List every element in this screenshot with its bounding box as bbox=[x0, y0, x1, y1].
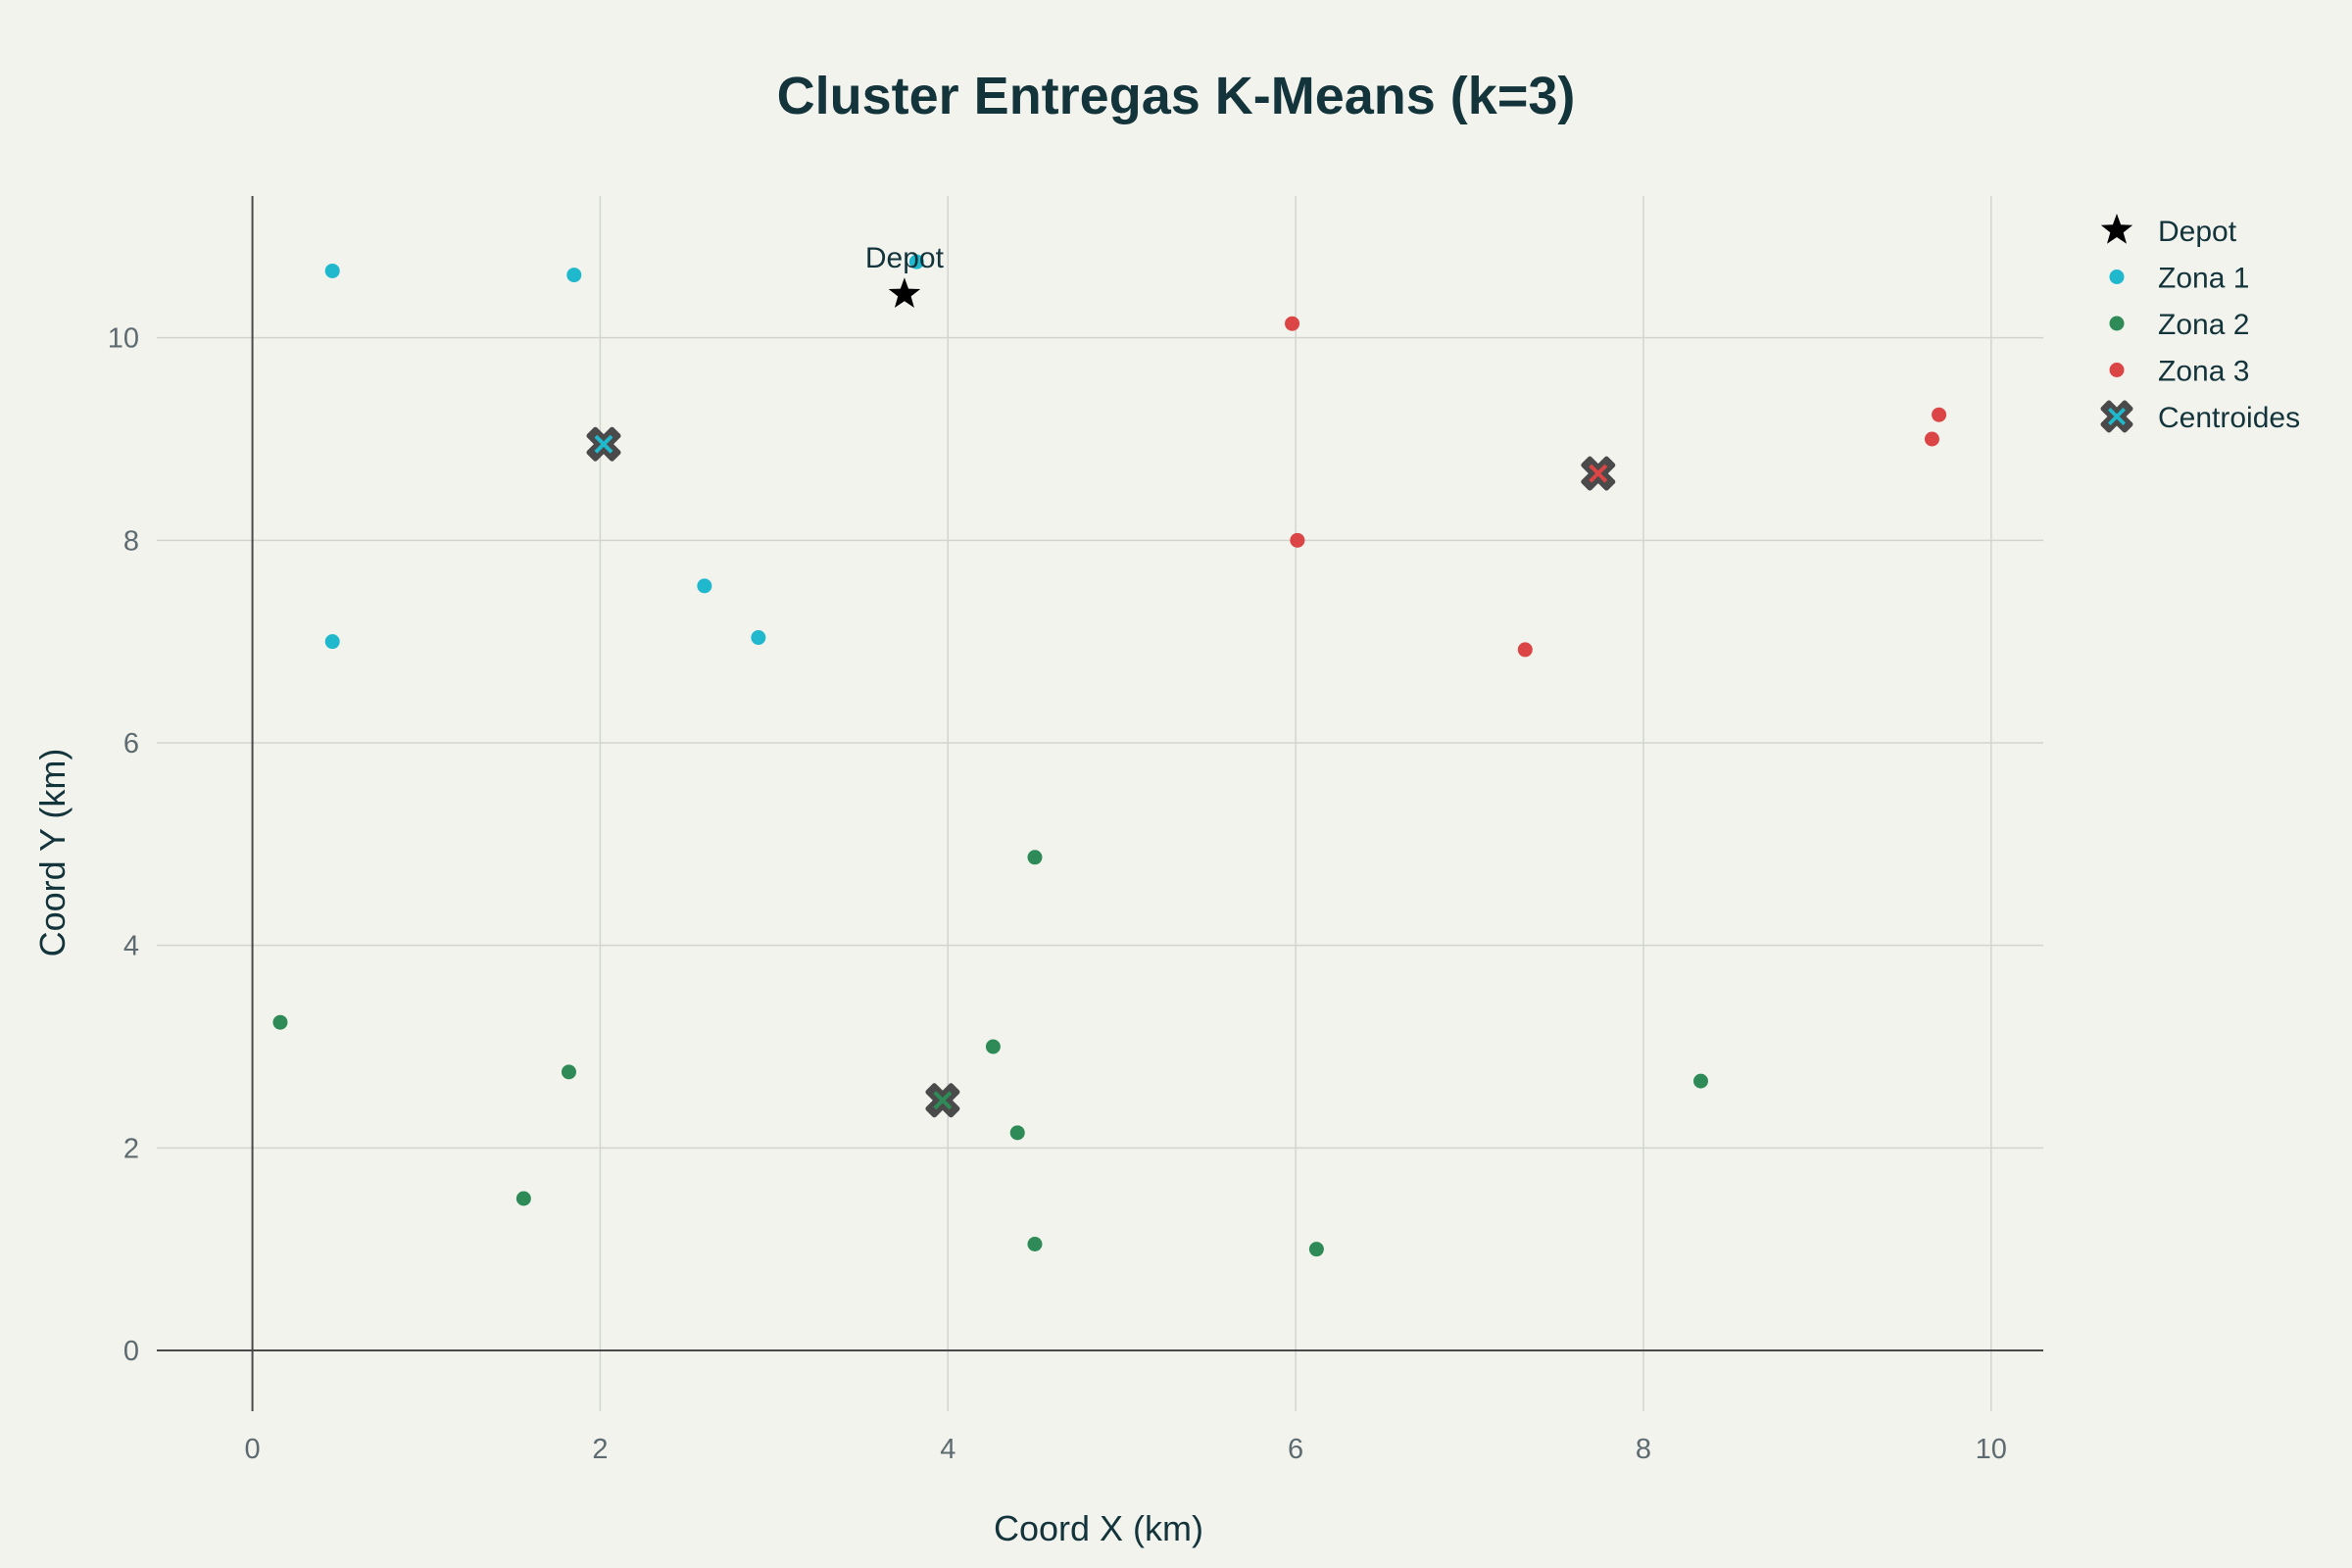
point-zona-1 bbox=[324, 634, 340, 650]
x-tick-label: 8 bbox=[1636, 1434, 1651, 1465]
x-tick-label: 2 bbox=[592, 1434, 608, 1465]
point-zona-3 bbox=[1285, 316, 1300, 331]
grid-layer bbox=[157, 196, 2043, 1411]
x-tick-label: 10 bbox=[1976, 1434, 2007, 1465]
depot-label: Depot bbox=[865, 242, 945, 274]
point-zona-2 bbox=[272, 1014, 288, 1030]
point-zona-3 bbox=[1924, 431, 1939, 447]
legend-zona-3-dot bbox=[2109, 363, 2125, 377]
legend-depot-star-icon bbox=[2100, 214, 2133, 244]
point-zona-1 bbox=[566, 268, 582, 283]
legend-centroid-icon bbox=[2108, 408, 2126, 425]
point-zona-2 bbox=[561, 1064, 576, 1080]
depot-layer: Depot bbox=[865, 242, 945, 308]
legend-zona-2-dot bbox=[2109, 316, 2125, 331]
point-zona-3 bbox=[1290, 532, 1305, 548]
legend-label: Zona 1 bbox=[2158, 263, 2249, 295]
point-zona-2 bbox=[1027, 850, 1043, 865]
point-zona-3 bbox=[1932, 407, 1947, 422]
legend-zona-1-dot bbox=[2109, 270, 2125, 284]
y-tick-label: 4 bbox=[123, 931, 139, 962]
x-axis-title: Coord X (km) bbox=[994, 1508, 1203, 1548]
legend-label: Zona 3 bbox=[2158, 356, 2249, 388]
centroid-marker bbox=[933, 1091, 953, 1110]
centroid-marker bbox=[594, 434, 613, 454]
points-layer bbox=[272, 254, 1947, 1257]
point-zona-1 bbox=[751, 630, 766, 646]
y-tick-label: 10 bbox=[108, 323, 139, 355]
tick-layer: 0 2 4 6 8 10 0 2 4 6 8 10 bbox=[108, 323, 2007, 1465]
point-zona-2 bbox=[1692, 1073, 1708, 1089]
point-zona-1 bbox=[324, 263, 340, 278]
x-tick-label: 0 bbox=[245, 1434, 261, 1465]
point-zona-2 bbox=[1308, 1242, 1324, 1257]
x-tick-label: 4 bbox=[940, 1434, 956, 1465]
y-axis-title: Coord Y (km) bbox=[32, 749, 73, 957]
point-zona-2 bbox=[985, 1039, 1001, 1054]
y-tick-label: 0 bbox=[123, 1336, 139, 1367]
y-tick-label: 6 bbox=[123, 728, 139, 760]
point-zona-2 bbox=[515, 1191, 531, 1206]
point-zona-1 bbox=[908, 254, 924, 270]
chart-title: Cluster Entregas K-Means (k=3) bbox=[777, 67, 1576, 125]
axis-layer bbox=[157, 196, 2043, 1411]
legend-label: Zona 2 bbox=[2158, 309, 2249, 341]
x-tick-label: 6 bbox=[1288, 1434, 1303, 1465]
y-tick-label: 2 bbox=[123, 1133, 139, 1164]
centroid-marker bbox=[1589, 464, 1608, 483]
point-zona-2 bbox=[1009, 1125, 1025, 1141]
legend-label: Centroides bbox=[2158, 402, 2300, 434]
y-tick-label: 8 bbox=[123, 525, 139, 557]
depot-star-marker bbox=[888, 277, 921, 308]
legend: Depot Zona 1 Zona 2 Zona 3 Centroides bbox=[2100, 214, 2300, 434]
point-zona-2 bbox=[1027, 1237, 1043, 1251]
point-zona-1 bbox=[697, 578, 712, 594]
legend-label: Depot bbox=[2158, 216, 2237, 248]
centroid-layer bbox=[586, 426, 1616, 1118]
point-zona-3 bbox=[1517, 642, 1533, 658]
